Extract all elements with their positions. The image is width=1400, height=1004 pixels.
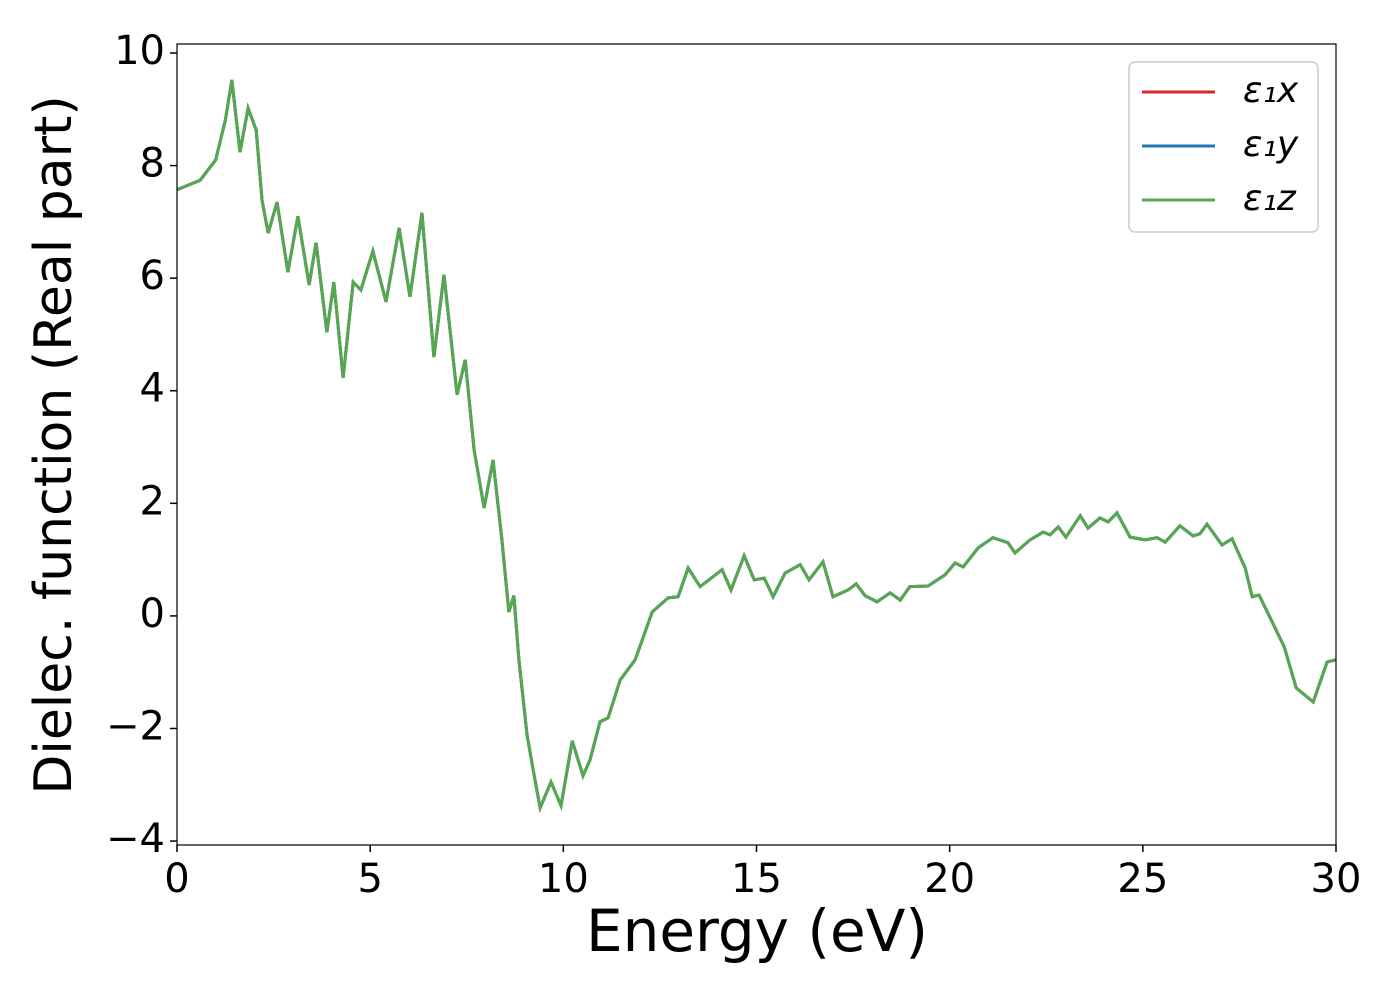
x-axis-label: Energy (eV) bbox=[586, 897, 928, 965]
x-tick-label: 30 bbox=[1311, 856, 1362, 902]
y-tick-label: 2 bbox=[140, 478, 165, 524]
legend-label: ε₁x bbox=[1243, 70, 1299, 111]
x-tick-label: 0 bbox=[164, 856, 189, 902]
y-axis-label: Dielec. function (Real part) bbox=[24, 95, 84, 794]
x-tick-label: 25 bbox=[1117, 856, 1168, 902]
legend-label: ε₁y bbox=[1243, 124, 1299, 165]
legend-box bbox=[1128, 61, 1319, 233]
y-tick-label: −4 bbox=[106, 816, 165, 862]
x-tick-label: 10 bbox=[538, 856, 589, 902]
y-tick-label: 8 bbox=[140, 141, 165, 187]
y-tick-label: −2 bbox=[106, 703, 165, 749]
x-tick-label: 5 bbox=[357, 856, 382, 902]
y-tick-label: 0 bbox=[140, 591, 165, 637]
legend-label: ε₁z bbox=[1243, 178, 1297, 219]
y-tick-label: 10 bbox=[114, 28, 165, 74]
y-tick-label: 6 bbox=[140, 253, 165, 299]
plot-frame bbox=[176, 43, 1337, 846]
line-series bbox=[176, 79, 1337, 814]
y-tick-label: 4 bbox=[140, 366, 165, 412]
legend: ε₁x ε₁y ε₁z bbox=[1128, 61, 1319, 233]
x-tick-label: 15 bbox=[731, 856, 782, 902]
x-tick-label: 20 bbox=[924, 856, 975, 902]
